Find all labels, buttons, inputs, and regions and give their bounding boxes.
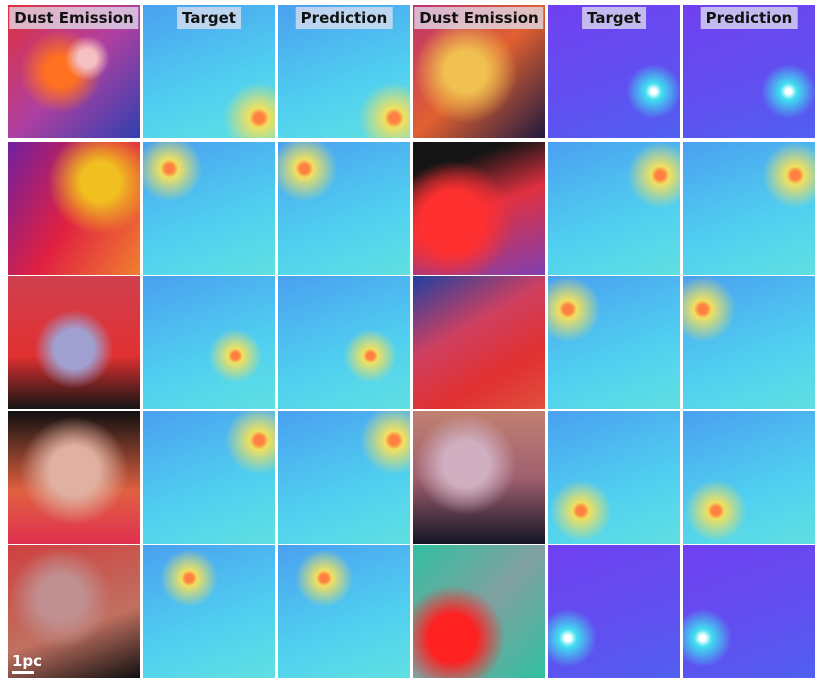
prediction-image <box>278 411 410 544</box>
prediction-image <box>683 142 815 275</box>
scale-bar <box>12 671 34 674</box>
prediction-image <box>278 545 410 678</box>
target-image <box>143 545 275 678</box>
prediction-image <box>278 142 410 275</box>
column-header: Target <box>582 7 646 29</box>
prediction-image <box>683 545 815 678</box>
dust-emission-image <box>8 411 140 544</box>
prediction-image <box>683 276 815 409</box>
dust-emission-image <box>8 142 140 275</box>
target-image <box>548 545 680 678</box>
target-image <box>143 276 275 409</box>
target-image <box>143 411 275 544</box>
column-header: Prediction <box>295 7 393 29</box>
prediction-image <box>683 411 815 544</box>
dust-emission-image <box>413 545 545 678</box>
column-header: Dust Emission <box>9 7 139 29</box>
target-image <box>548 276 680 409</box>
prediction-image <box>278 276 410 409</box>
dust-emission-image <box>413 411 545 544</box>
dust-emission-image <box>8 276 140 409</box>
target-image <box>548 142 680 275</box>
dust-emission-image <box>413 142 545 275</box>
column-header: Dust Emission <box>414 7 544 29</box>
dust-emission-image <box>8 545 140 678</box>
column-header: Target <box>177 7 241 29</box>
target-image <box>143 142 275 275</box>
dust-emission-image <box>413 276 545 409</box>
scale-label: 1pc <box>12 652 43 670</box>
column-header: Prediction <box>700 7 798 29</box>
target-image <box>548 411 680 544</box>
